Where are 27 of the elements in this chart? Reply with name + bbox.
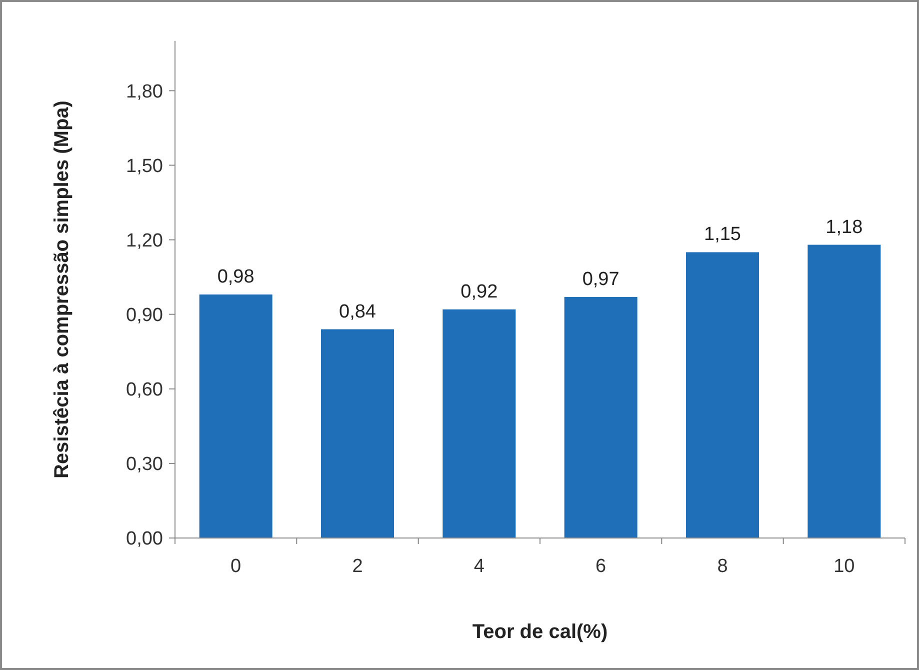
y-tick-label: 0,60 bbox=[126, 380, 163, 401]
bar bbox=[808, 244, 881, 538]
y-tick-label: 0,00 bbox=[126, 528, 163, 550]
data-label: 0,92 bbox=[460, 281, 498, 302]
bar bbox=[564, 296, 638, 538]
bar bbox=[686, 252, 759, 538]
y-tick-label: 1,20 bbox=[126, 230, 163, 252]
y-axis-title: Resistêcia à compressão simples (Mpa) bbox=[51, 100, 73, 478]
bar bbox=[321, 329, 394, 538]
data-label: 1,15 bbox=[704, 224, 741, 246]
y-tick-label: 1,80 bbox=[126, 81, 163, 102]
x-tick-label: 6 bbox=[596, 556, 606, 577]
data-label: 0,84 bbox=[339, 301, 376, 322]
x-tick-label: 4 bbox=[474, 556, 485, 577]
x-tick-label: 0 bbox=[230, 556, 242, 577]
data-label: 1,18 bbox=[826, 216, 863, 238]
bar bbox=[199, 294, 272, 538]
x-tick-label: 10 bbox=[834, 556, 855, 577]
x-tick-label: 2 bbox=[352, 556, 363, 577]
x-tick-label: 8 bbox=[717, 556, 728, 577]
x-axis-title: Teor de cal(%) bbox=[472, 621, 608, 643]
data-label: 0,97 bbox=[582, 268, 620, 290]
data-label: 0,98 bbox=[217, 266, 254, 288]
y-tick-label: 1,50 bbox=[126, 156, 163, 177]
y-tick-label: 0,30 bbox=[126, 454, 163, 476]
y-tick-label: 0,90 bbox=[126, 305, 163, 326]
bar bbox=[442, 309, 516, 538]
